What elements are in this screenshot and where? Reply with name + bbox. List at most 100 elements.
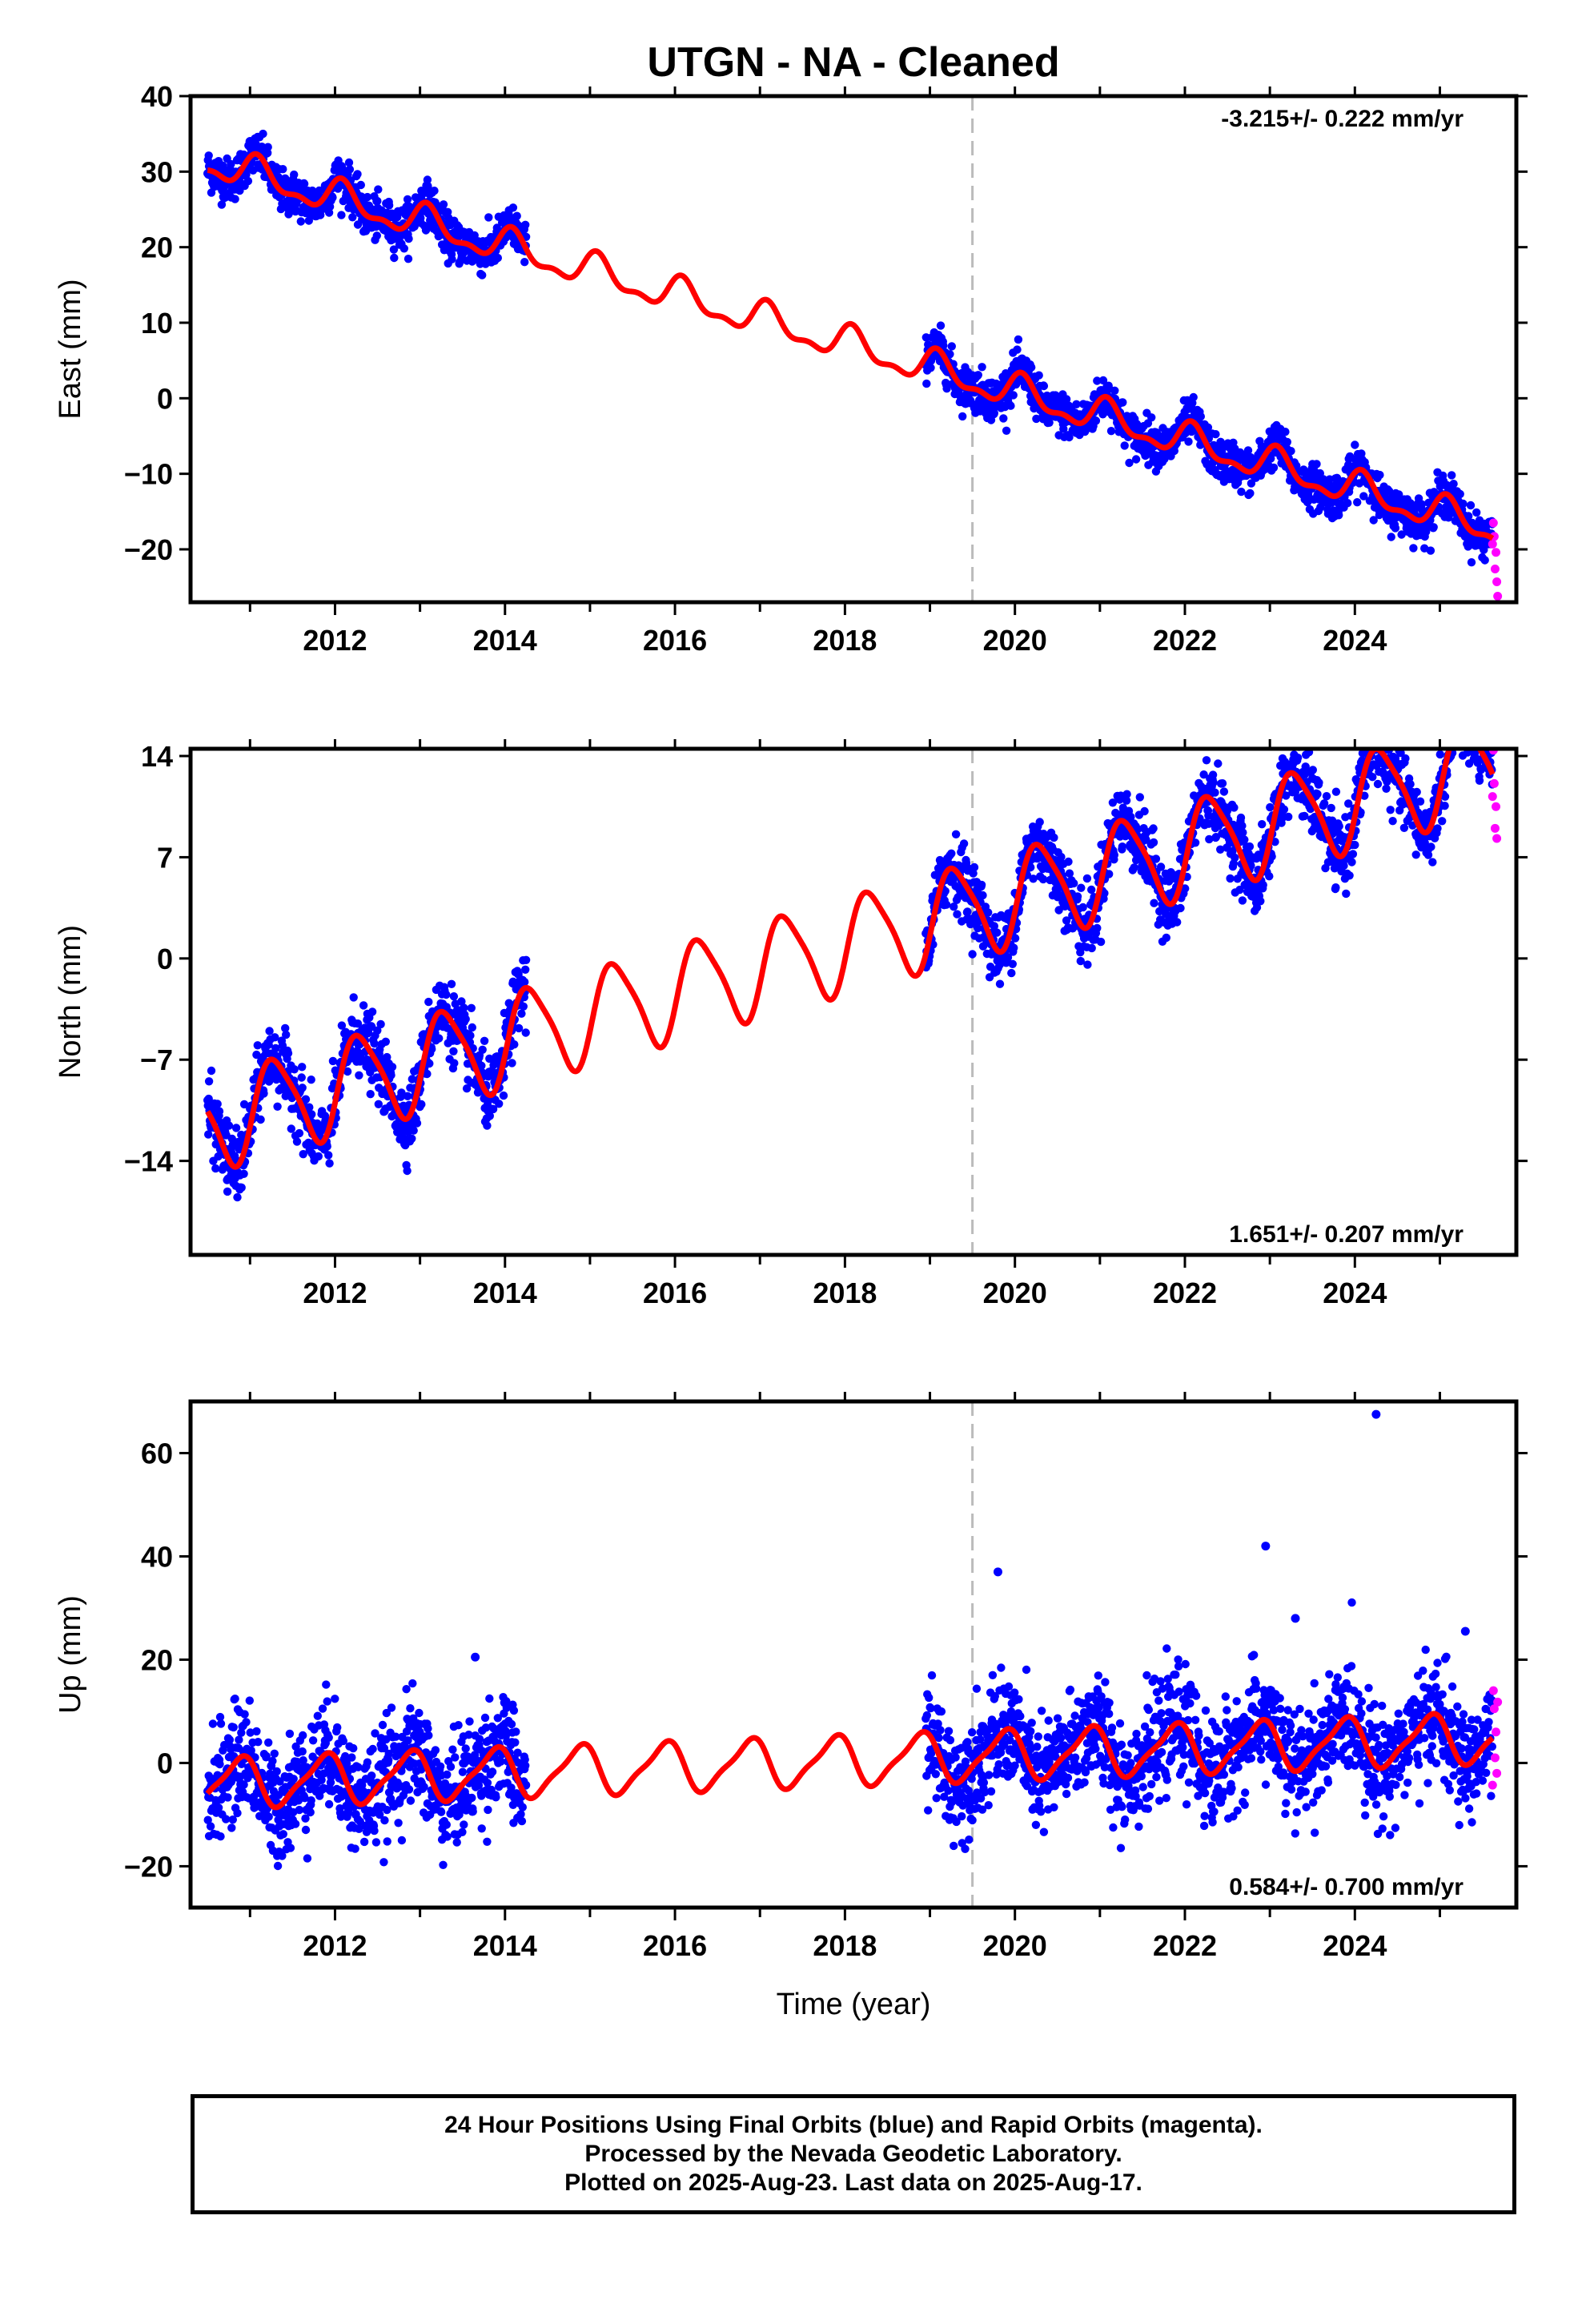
data-point [355,1071,363,1080]
data-point [1406,780,1415,789]
data-point [1035,818,1044,826]
data-point [1002,426,1011,435]
data-point [1238,896,1247,905]
data-point [1468,718,1476,726]
data-point [1471,713,1479,721]
data-point [1335,511,1343,520]
data-point [435,1034,444,1043]
data-point [1484,738,1492,746]
data-point [1446,730,1454,738]
data-point [1447,715,1456,723]
data-point [403,195,412,204]
data-point [942,900,951,909]
rapid-orbit-point [1492,834,1502,843]
panel-1: 2012 2014 2016 2018 2020 2022 2024−20−10010203… [54,80,1528,657]
data-point [1387,533,1395,541]
data-point [495,1100,504,1108]
data-point [1045,418,1054,427]
data-point [478,271,487,279]
data-point [1409,544,1418,553]
data-point [1196,412,1206,421]
y-tick-label: −10 [124,458,173,491]
data-point [1445,728,1453,736]
data-point [1162,933,1171,943]
data-point [259,1089,268,1098]
data-point [508,203,518,212]
y-tick-label: 20 [141,231,173,264]
data-point [519,1002,528,1011]
data-point [279,165,287,174]
data-point [217,200,227,209]
data-point [921,333,931,342]
data-point [424,997,433,1007]
data-point [240,1710,249,1719]
data-point [301,1095,311,1104]
data-point [1246,489,1255,498]
data-point [1184,437,1193,446]
data-point [488,1104,498,1114]
data-point [1256,897,1265,906]
data-point [252,1727,261,1736]
final-orbit-points [203,1409,1503,1871]
data-point [1003,953,1013,962]
data-point [1370,731,1378,739]
data-point [417,1100,426,1109]
data-point [282,1030,291,1039]
data-point [1351,440,1359,449]
data-point [1331,883,1340,892]
data-point [1151,854,1161,863]
data-point [404,234,413,243]
x-tick-label: 2020 [983,1277,1047,1309]
data-point [298,1084,307,1092]
data-point [1457,700,1465,708]
data-point [298,1063,307,1072]
y-tick-label: 40 [141,80,173,113]
data-point [356,180,365,190]
panel-2: 2012 2014 2016 2018 2020 2022 2024−14−70714Nor… [54,700,1528,1309]
data-point [508,1059,516,1068]
data-point [1423,850,1433,859]
data-point [376,1019,385,1029]
data-point [457,997,466,1006]
final-orbit-points [203,129,1503,601]
data-point [1006,401,1015,410]
data-point [231,1695,239,1703]
data-point [273,1861,283,1871]
data-point [1464,512,1473,521]
data-point [999,414,1008,423]
data-point [1156,862,1166,871]
x-tick-label: 2014 [473,624,537,657]
data-point [1335,822,1343,830]
data-point [1427,842,1435,851]
plot-frame [188,94,1519,605]
data-point [958,412,967,421]
data-point [1455,707,1463,715]
data-point [974,371,983,380]
y-axis-label: East (mm) [54,279,87,419]
data-point [1218,779,1227,788]
data-point [1209,778,1218,787]
data-point [1247,479,1256,488]
panel-3: 2012 2014 2016 2018 2020 2022 2024−200204060Up… [54,1392,1528,1962]
data-point [325,1159,334,1168]
data-point [1473,718,1481,726]
data-point [1057,852,1066,862]
data-point [1266,802,1275,812]
data-point [254,1738,263,1747]
data-point [264,1738,273,1747]
data-point [1467,721,1475,729]
data-point [1098,376,1108,385]
data-point [480,1036,489,1046]
y-tick-label: 14 [141,740,173,773]
data-point [233,1192,242,1202]
data-point [1466,501,1476,510]
data-point [1447,471,1456,480]
data-point [1313,790,1322,798]
data-point [215,1759,224,1769]
x-tick-label: 2012 [303,624,367,657]
data-point [271,1033,279,1042]
data-point [1452,737,1460,745]
data-point [520,258,529,267]
data-point [1087,885,1096,895]
data-point [367,1007,377,1016]
